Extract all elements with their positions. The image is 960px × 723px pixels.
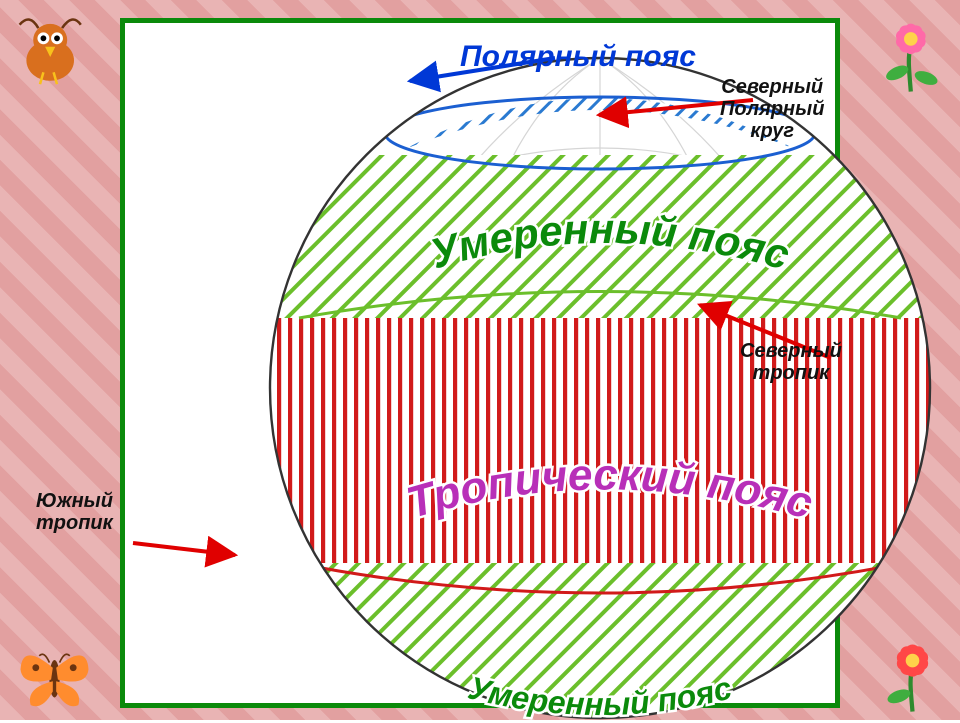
globe-diagram: Умеренный пояс Умеренный пояс Тропически… [255,53,945,723]
south-tropic-label: Южный тропик [36,490,113,534]
bird-icon [6,6,91,91]
butterfly-icon [12,632,97,717]
polar-zone-title: Полярный пояс [460,40,696,74]
arrow-south-tropic [133,543,235,555]
north-tropic-label: Северный тропик [740,340,842,384]
arctic-circle-label: Северный Полярный круг [720,76,824,142]
